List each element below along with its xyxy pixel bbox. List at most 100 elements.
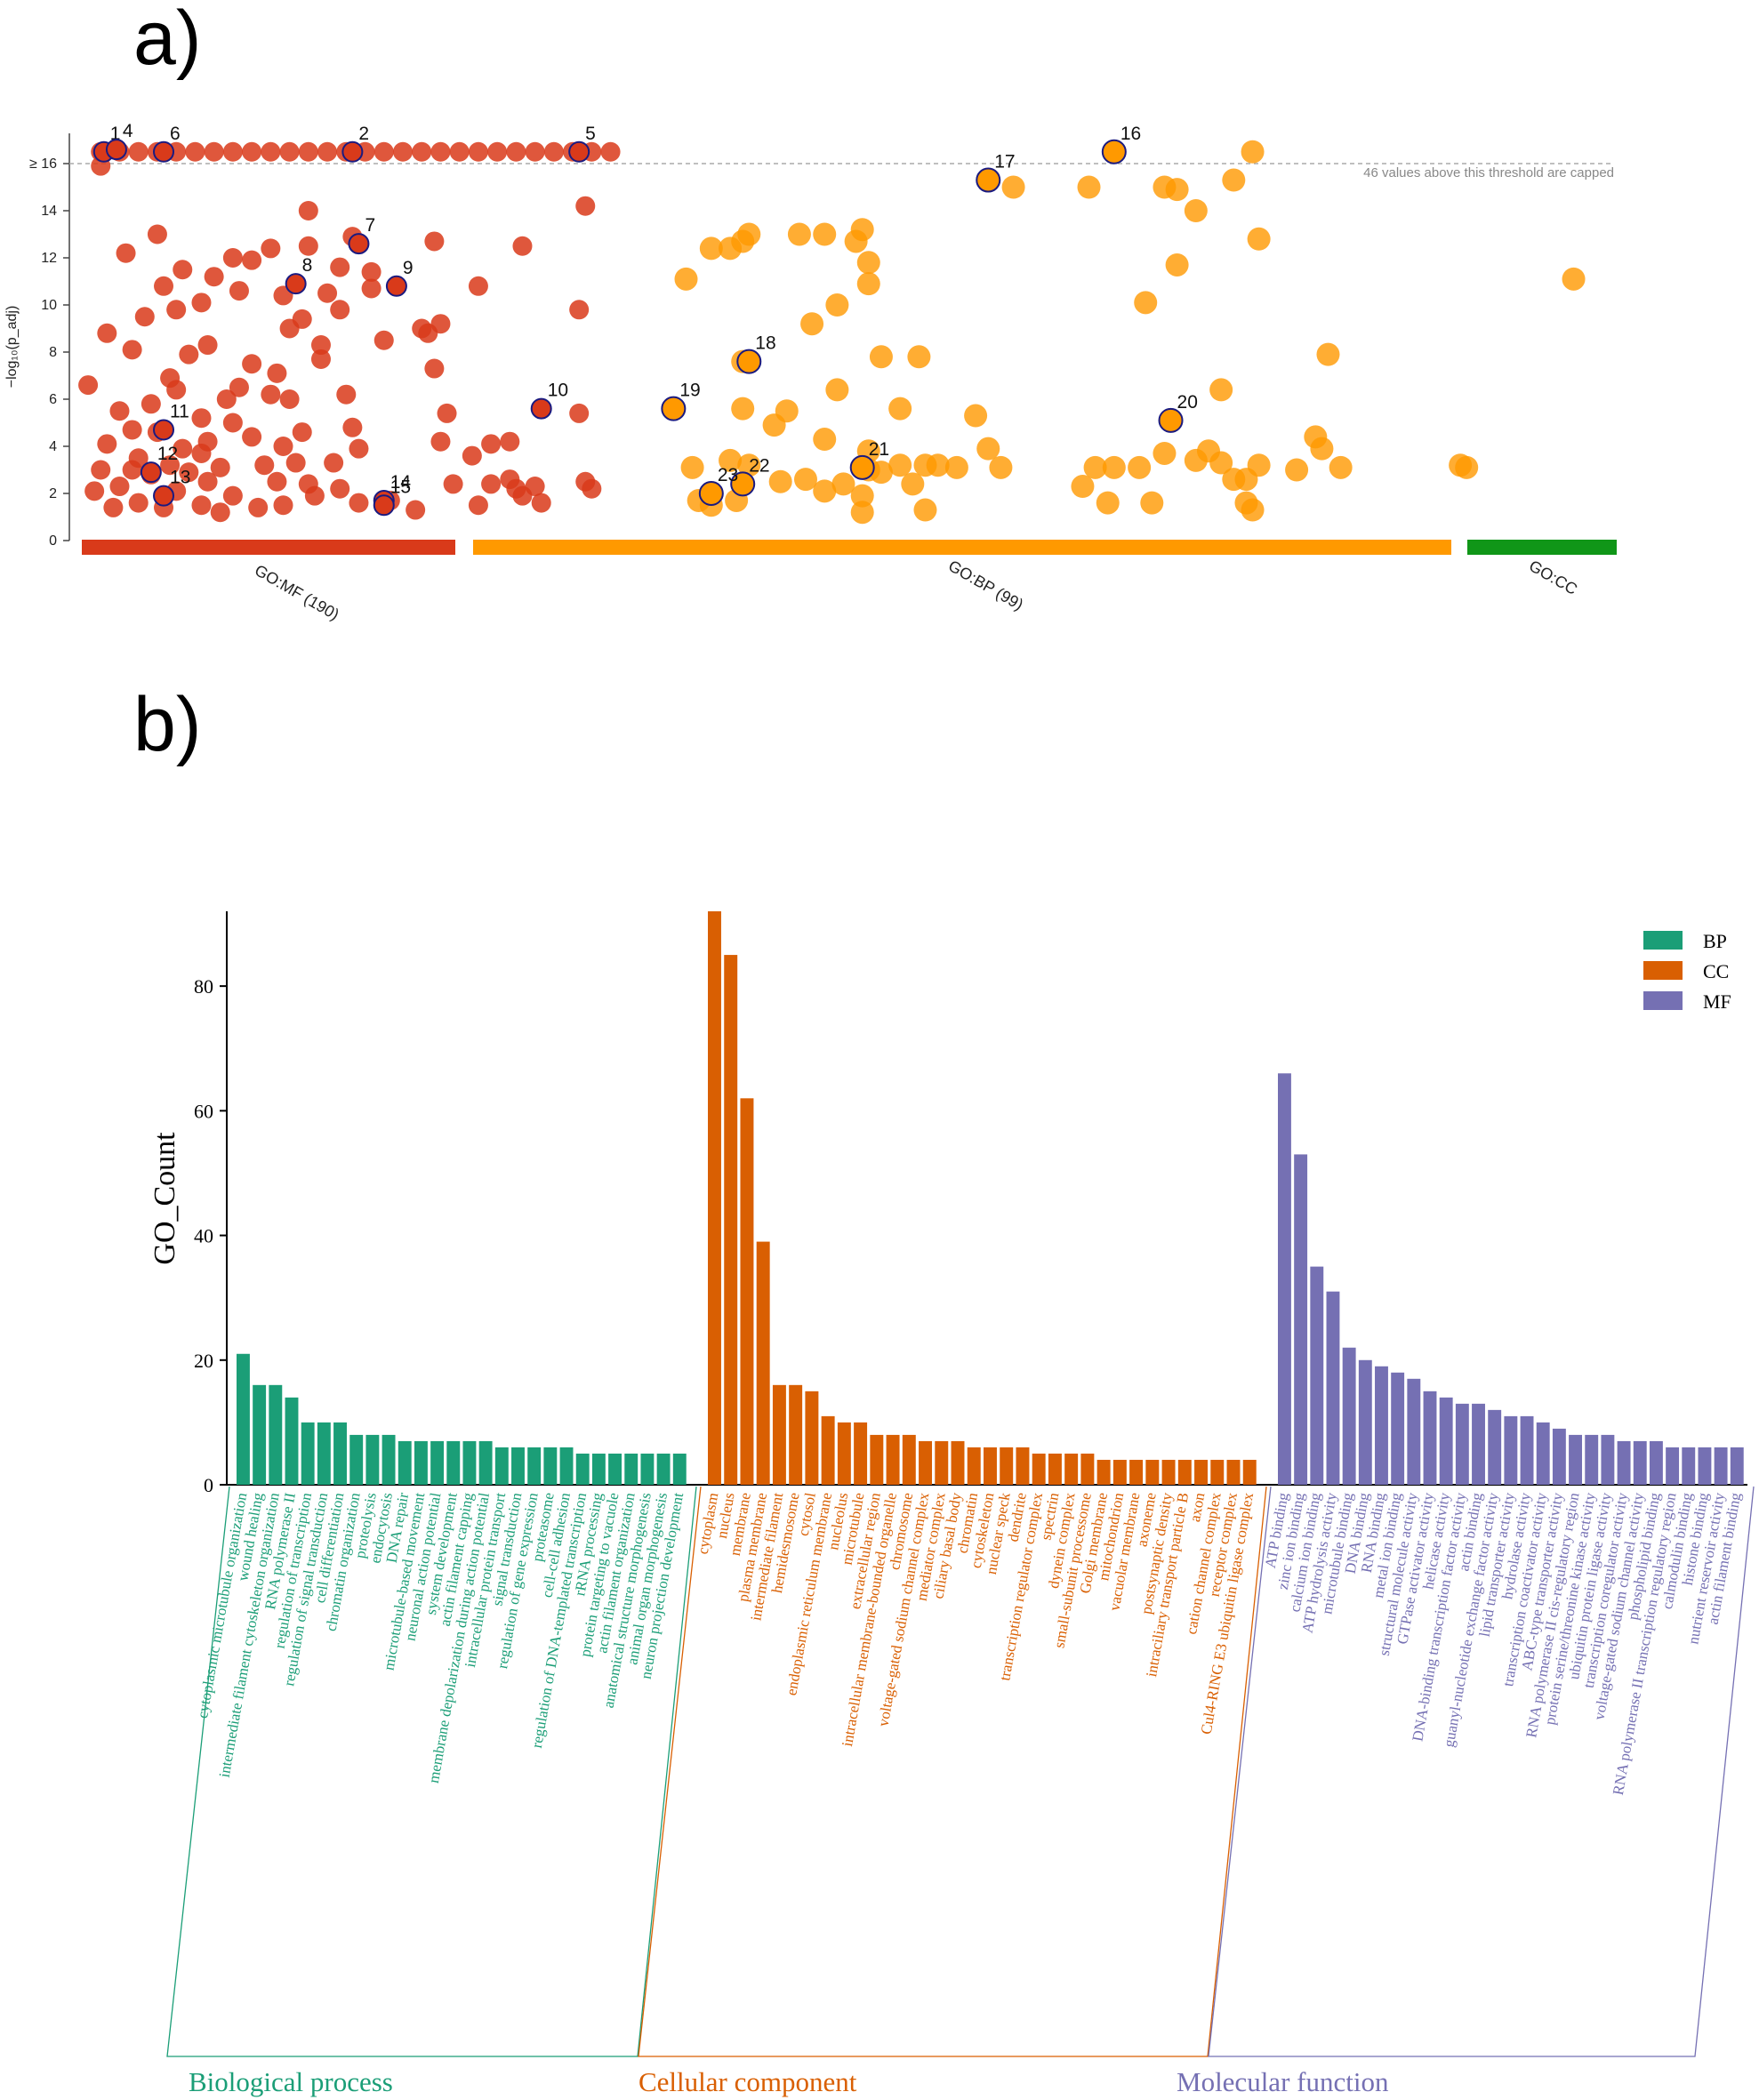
mf-point	[449, 141, 470, 162]
mf-point	[261, 141, 281, 162]
bar-bp	[349, 1434, 364, 1485]
highlight-label: 6	[170, 124, 181, 144]
bp-point	[1140, 491, 1164, 515]
highlight-point	[698, 481, 724, 506]
bp-point	[1329, 455, 1353, 479]
bar-cc	[1032, 1453, 1046, 1485]
bar-bp	[511, 1447, 525, 1485]
mf-point	[543, 141, 564, 162]
mf-point	[97, 434, 117, 454]
bar-cc	[708, 911, 721, 1485]
bar-mf	[1326, 1291, 1340, 1485]
bp-point	[888, 453, 912, 477]
bp-point	[1165, 178, 1189, 202]
bars	[237, 911, 1744, 1485]
highlight-point	[1158, 407, 1184, 433]
bar-y-tick-label: 80	[194, 975, 213, 998]
bp-category-label: GO:BP (99)	[945, 557, 1026, 613]
highlight-label: 16	[1120, 124, 1141, 144]
highlight-label: 11	[170, 401, 189, 421]
bp-point	[856, 251, 880, 275]
mf-point	[222, 248, 243, 268]
bar-mf	[1682, 1447, 1696, 1485]
bar-mf	[1391, 1372, 1405, 1485]
bp-point	[1209, 378, 1233, 402]
bar-bp	[365, 1434, 380, 1485]
bar-bp	[446, 1440, 461, 1485]
highlight-label: 18	[755, 333, 775, 354]
mf-point	[330, 478, 350, 499]
bar-bp	[559, 1447, 574, 1485]
bp-point	[1128, 455, 1152, 479]
highlight-label: 2	[358, 124, 369, 144]
bar-bp	[301, 1422, 315, 1485]
bp-point	[1247, 227, 1271, 251]
mf-point	[582, 478, 602, 499]
bar-bp	[656, 1453, 671, 1485]
bar-cc	[1048, 1453, 1062, 1485]
bar-mf	[1633, 1440, 1647, 1485]
mf-point	[160, 455, 181, 476]
mf-point	[267, 471, 287, 492]
bp-point	[1562, 267, 1586, 291]
highlight-point	[285, 273, 307, 295]
bp-point	[913, 498, 937, 522]
y-axis-label: −log₁₀(p_adj)	[4, 306, 20, 389]
mf-point	[229, 377, 249, 397]
mf-point	[267, 363, 287, 383]
bar-mf	[1520, 1415, 1534, 1485]
legend: BP CC MF	[1643, 930, 1731, 1013]
mf-point	[191, 408, 212, 429]
bp-point	[901, 472, 925, 496]
mf-point	[173, 260, 193, 280]
mf-point	[242, 354, 262, 374]
mf-point	[84, 481, 105, 501]
bp-point	[1285, 458, 1309, 482]
mf-point	[273, 437, 293, 456]
bar-cc	[724, 955, 738, 1485]
bar-mf	[1730, 1447, 1744, 1485]
bar-cc	[1242, 1459, 1257, 1485]
mf-point	[349, 493, 369, 513]
y-tick-label: 10	[41, 298, 57, 313]
highlight-label: 9	[403, 258, 414, 278]
bar-mf	[1698, 1447, 1712, 1485]
bar-cc	[1016, 1447, 1030, 1485]
highlight-label: 15	[390, 477, 411, 497]
mf-point	[430, 141, 451, 162]
mf-point	[222, 485, 243, 506]
mf-point	[406, 500, 426, 520]
highlight-point	[105, 139, 127, 161]
bar-y-ticks: 0 20 40 60 80	[194, 975, 227, 1496]
mf-point	[97, 323, 117, 343]
highlight-point	[1101, 139, 1127, 164]
mf-point	[185, 141, 205, 162]
mf-point	[147, 224, 167, 244]
bar-mf	[1601, 1434, 1615, 1485]
highlight-point	[736, 349, 762, 374]
bp-point	[907, 345, 931, 369]
bar-bp	[253, 1384, 267, 1485]
bar-cc	[870, 1434, 884, 1485]
bar-cc	[821, 1415, 835, 1485]
group-title: Molecular function	[1177, 2066, 1389, 2097]
mf-point	[229, 281, 249, 301]
mf-point	[361, 278, 382, 299]
bar-bp	[430, 1440, 445, 1485]
bar-category-labels: cytoplasmic microtubule organizationwoun…	[194, 1491, 1744, 1797]
mf-point	[310, 335, 331, 356]
highlight-label: 14	[390, 472, 412, 493]
mf-point	[242, 141, 262, 162]
mf-point	[481, 474, 502, 494]
bp-point	[1083, 455, 1107, 479]
highlight-label: 20	[1177, 392, 1198, 413]
bar-cc	[756, 1241, 770, 1485]
group-brackets: Biological process Cellular component Mole…	[166, 1486, 1755, 2097]
bp-point	[1165, 252, 1189, 277]
highlight-point	[153, 140, 175, 163]
bar-bp	[382, 1434, 396, 1485]
highlight-point	[568, 140, 590, 163]
mf-point	[430, 431, 451, 452]
bar-bp	[608, 1453, 622, 1485]
